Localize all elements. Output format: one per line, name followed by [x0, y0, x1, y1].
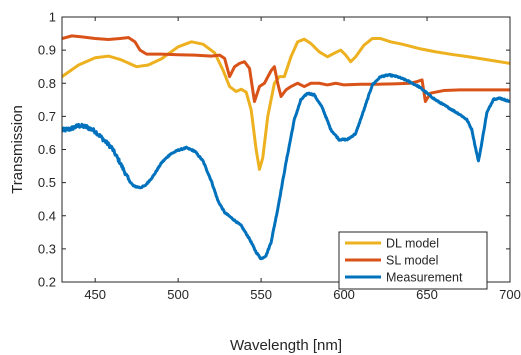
x-tick-label: 550 — [250, 287, 272, 302]
legend-label-dl-model: DL model — [386, 237, 439, 251]
series-line-measurement — [62, 72, 510, 261]
y-axis-label: Transmission — [9, 105, 26, 194]
y-tick-label: 0.2 — [38, 275, 56, 290]
legend-label-measurement: Measurement — [386, 271, 463, 285]
x-tick-label: 600 — [333, 287, 355, 302]
x-tick-label: 500 — [167, 287, 189, 302]
series-layer — [62, 34, 510, 261]
x-tick-label: 700 — [499, 287, 521, 302]
ticks-layer: 450 500 550 600 650 700 0.2 0.3 0.4 0.5 0.6 0.7 0.8 0… — [38, 10, 521, 303]
y-tick-label: 0.9 — [38, 43, 56, 58]
legend-label-sl-model: SL model — [386, 254, 438, 268]
y-tick-label: 0.6 — [38, 142, 56, 157]
series-line-dl-model — [62, 37, 510, 171]
x-axis-label: Wavelength [nm] — [230, 337, 342, 354]
y-tick-label: 0.8 — [38, 76, 56, 91]
x-tick-label: 650 — [416, 287, 438, 302]
series-line-sl-model — [62, 34, 510, 103]
legend: DL model SL model Measurement — [338, 231, 488, 290]
y-tick-label: 0.3 — [38, 241, 56, 256]
y-tick-label: 0.7 — [38, 109, 56, 124]
y-tick-label: 0.4 — [38, 208, 56, 223]
y-tick-label: 0.5 — [38, 175, 56, 190]
y-tick-label: 1 — [49, 10, 56, 25]
x-tick-label: 450 — [84, 287, 106, 302]
